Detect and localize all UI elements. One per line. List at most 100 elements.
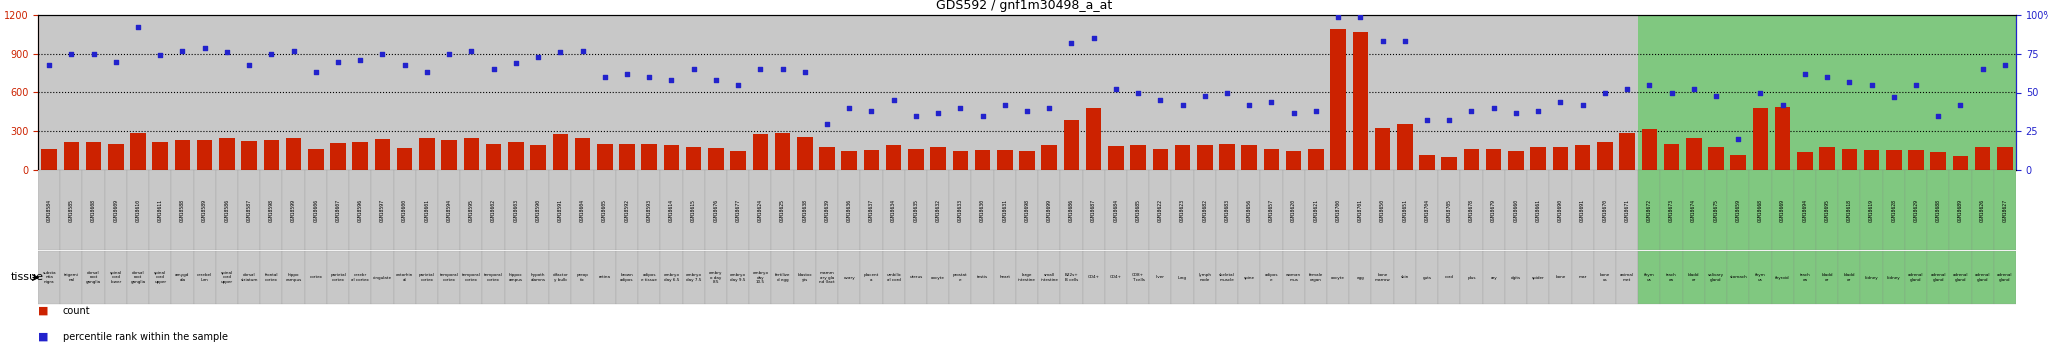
Point xyxy=(1921,113,1954,119)
Bar xyxy=(1548,170,1571,250)
Bar xyxy=(1571,170,1593,250)
Bar xyxy=(1020,151,1034,170)
Text: GSM18659: GSM18659 xyxy=(1737,198,1741,221)
Bar xyxy=(887,145,901,170)
Bar xyxy=(727,251,750,304)
Bar xyxy=(1372,170,1395,250)
Bar xyxy=(504,170,526,250)
Bar xyxy=(328,15,348,170)
Bar xyxy=(1305,170,1327,250)
Bar xyxy=(1661,251,1683,304)
Bar xyxy=(150,170,172,250)
Bar xyxy=(1864,150,1880,170)
Point xyxy=(1878,95,1911,100)
Bar xyxy=(39,15,59,170)
Bar xyxy=(1149,15,1171,170)
Bar xyxy=(838,15,860,170)
Text: GSM18687: GSM18687 xyxy=(1092,198,1096,221)
Bar xyxy=(287,138,301,170)
Text: GSM18656: GSM18656 xyxy=(1247,198,1251,221)
Text: skeletal
muscle: skeletal muscle xyxy=(1219,273,1235,282)
Bar xyxy=(1950,170,1972,250)
Point xyxy=(1233,102,1266,108)
Bar xyxy=(682,170,705,250)
Text: placent
a: placent a xyxy=(864,273,879,282)
Bar xyxy=(1661,15,1683,170)
Bar xyxy=(1395,251,1415,304)
Bar xyxy=(1972,15,1995,170)
Text: female
organ: female organ xyxy=(1309,273,1323,282)
Bar xyxy=(172,170,195,250)
Text: GSM18619: GSM18619 xyxy=(1870,198,1874,221)
Text: thym
us: thym us xyxy=(1755,273,1765,282)
Bar xyxy=(1882,15,1905,170)
Bar xyxy=(1395,15,1415,170)
Bar xyxy=(393,170,416,250)
Bar xyxy=(864,150,879,170)
Bar xyxy=(641,144,657,170)
Bar xyxy=(1241,146,1257,170)
Text: prostat
e: prostat e xyxy=(952,273,967,282)
Text: blastoc
yts: blastoc yts xyxy=(797,273,813,282)
Text: adipos
e: adipos e xyxy=(1266,273,1278,282)
Bar xyxy=(1974,147,1991,170)
Bar xyxy=(928,170,948,250)
Text: liver: liver xyxy=(1155,276,1165,279)
Bar xyxy=(1638,15,1661,170)
Text: GSM18624: GSM18624 xyxy=(758,198,762,221)
Point xyxy=(1901,82,1933,88)
Bar xyxy=(1794,251,1817,304)
Point xyxy=(1700,93,1733,98)
Bar xyxy=(416,251,438,304)
Bar xyxy=(948,170,971,250)
Bar xyxy=(174,140,190,170)
Text: dorsal
root
ganglia: dorsal root ganglia xyxy=(86,271,100,284)
Bar xyxy=(1905,15,1927,170)
Point xyxy=(743,67,776,72)
Bar xyxy=(1083,170,1104,250)
Text: GSM18626: GSM18626 xyxy=(1980,198,1985,221)
Text: trach
ea: trach ea xyxy=(1667,273,1677,282)
Text: stomach: stomach xyxy=(1729,276,1747,279)
Point xyxy=(1632,82,1665,88)
Bar xyxy=(1104,170,1126,250)
Bar xyxy=(348,251,371,304)
Bar xyxy=(1505,15,1528,170)
Bar xyxy=(659,251,682,304)
Point xyxy=(1544,99,1577,105)
Bar xyxy=(928,15,948,170)
Bar xyxy=(305,251,328,304)
Bar xyxy=(1194,251,1217,304)
Bar xyxy=(127,170,150,250)
Point xyxy=(1745,90,1778,95)
Text: skin: skin xyxy=(1401,276,1409,279)
Point xyxy=(143,52,176,58)
Text: GSM18587: GSM18587 xyxy=(246,198,252,221)
Text: entorhin
al: entorhin al xyxy=(395,273,414,282)
Bar xyxy=(1194,170,1217,250)
Text: embryo
day 7.5: embryo day 7.5 xyxy=(686,273,702,282)
Point xyxy=(1188,93,1221,98)
Bar xyxy=(1126,251,1149,304)
Text: GSM18606: GSM18606 xyxy=(313,198,317,221)
Point xyxy=(432,51,465,57)
Text: adrenal
gland: adrenal gland xyxy=(1952,273,1968,282)
Text: parietal
cortex: parietal cortex xyxy=(420,273,434,282)
Bar xyxy=(260,15,283,170)
Text: trigemi
nal: trigemi nal xyxy=(63,273,78,282)
Bar xyxy=(438,15,461,170)
Text: thyroid: thyroid xyxy=(1776,276,1790,279)
Bar xyxy=(1663,144,1679,170)
Bar xyxy=(1995,170,2015,250)
Bar xyxy=(463,138,479,170)
Bar xyxy=(1016,15,1038,170)
Point xyxy=(1810,74,1843,80)
Text: oocyte: oocyte xyxy=(932,276,944,279)
Point xyxy=(1055,40,1087,46)
Bar xyxy=(1731,155,1747,170)
Bar xyxy=(1415,15,1438,170)
Bar xyxy=(1483,251,1505,304)
Bar xyxy=(1749,170,1772,250)
Bar xyxy=(215,251,238,304)
Bar xyxy=(1860,15,1882,170)
